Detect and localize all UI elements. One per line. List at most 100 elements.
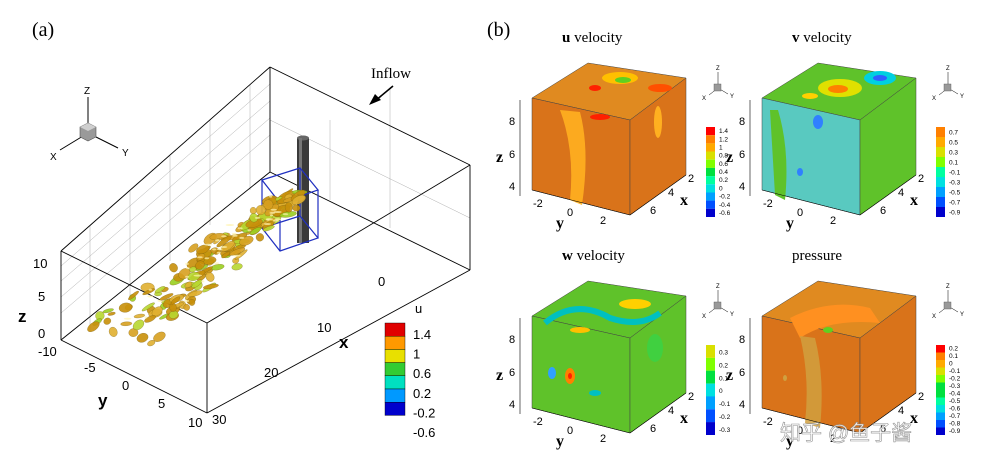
iso-highlight (148, 288, 152, 291)
y-tick: 0 (797, 425, 803, 437)
legend-swatch (936, 420, 945, 428)
x-tick: 0 (378, 274, 385, 289)
legend-swatch (936, 167, 945, 177)
iso-highlight (269, 214, 274, 217)
legend-swatch (936, 412, 945, 420)
z-tick: 0 (38, 326, 45, 341)
iso-surface-blob (118, 302, 133, 313)
legend-swatch (706, 208, 715, 217)
iso-surface-blob (159, 293, 174, 301)
z-axis-label: z (726, 367, 733, 384)
y-tick: 0 (567, 207, 573, 219)
legend-label: -0.4 (719, 202, 731, 209)
legend-swatch (706, 409, 715, 423)
legend-label: 0 (719, 185, 723, 192)
cube-title-text: velocity (573, 248, 626, 264)
x-tick: 4 (668, 405, 674, 417)
iso-surface-blob (142, 288, 156, 296)
legend-swatch (936, 367, 945, 375)
iso-surface-blob (255, 205, 266, 216)
cube-title: u velocity (562, 30, 623, 46)
y-axis-label: y (556, 433, 564, 450)
legend-label: 1.4 (719, 128, 728, 135)
iso-surface-blob (255, 233, 264, 242)
z-tick: 8 (509, 334, 515, 346)
legend-a-swatch (384, 362, 406, 377)
z-axis-a: 10 5 0 z (18, 256, 47, 341)
legend-swatch (936, 427, 945, 435)
iso-surface-blob (169, 263, 178, 273)
iso-surface-blob (216, 235, 232, 248)
mini-triad-x: X (932, 96, 936, 102)
iso-surface-blob (170, 296, 181, 305)
contour-features (770, 71, 896, 200)
legend-swatch (706, 159, 715, 168)
iso-surface-blob (249, 207, 257, 215)
legend-label: -0.4 (949, 391, 961, 398)
x-axis-label: x (910, 192, 918, 209)
legend-a-title: u (415, 301, 422, 316)
cube-legend: 0.7 0.5 0.3 0.1 -0.1 -0.3 -0.5 -0.7 -0.9 (936, 127, 961, 217)
iso-surface-blob (87, 321, 100, 332)
legend-a-swatch (384, 388, 406, 403)
mini-triad-y: Y (730, 94, 734, 100)
mini-triad-z: Z (946, 284, 950, 290)
legend-a-swatch (384, 322, 406, 337)
z-tick: 4 (509, 399, 515, 411)
iso-highlight (225, 224, 235, 226)
triad-y-label: Y (122, 148, 129, 159)
mini-axis-triad: Z X Y (932, 284, 964, 320)
legend-label: -0.7 (949, 200, 961, 207)
iso-highlight (266, 218, 270, 221)
iso-highlight (144, 316, 148, 319)
iso-surface-blob (132, 319, 145, 331)
iso-highlight (186, 267, 190, 270)
x-tick: 30 (212, 412, 226, 427)
legend-label: 0.1 (719, 375, 728, 382)
legend-swatch (706, 192, 715, 201)
y-tick: 0 (122, 378, 129, 393)
y-tick: -2 (763, 198, 773, 210)
iso-highlight (232, 232, 237, 235)
iso-highlight (212, 248, 217, 251)
y-axis-label: y (556, 215, 564, 232)
y-tick: 2 (830, 215, 836, 227)
iso-highlight (184, 300, 190, 302)
contour-features (543, 299, 663, 396)
legend-label: 0.3 (719, 350, 728, 357)
x-tick: 2 (918, 391, 924, 403)
iso-surface-blob (107, 311, 116, 316)
legend-swatch (706, 167, 715, 177)
z-tick: 4 (739, 181, 745, 193)
mini-triad-x: X (932, 314, 936, 320)
y-tick: 10 (188, 415, 202, 430)
iso-highlight (215, 239, 220, 242)
legend-swatch (936, 382, 945, 390)
y-tick: 5 (158, 396, 165, 411)
legend-a-swatch (384, 349, 406, 363)
iso-surface-blob (103, 317, 112, 325)
y-tick: -10 (38, 344, 57, 359)
iso-surface-blob (108, 326, 118, 337)
iso-surface-blob (188, 243, 199, 253)
legend-label: -0.1 (949, 170, 961, 177)
y-tick: 0 (567, 425, 573, 437)
legend-a-label: -0.6 (413, 425, 435, 440)
z-axis-label: z (18, 307, 27, 326)
iso-surface-blob (249, 213, 259, 223)
iso-surface-blob (221, 240, 235, 252)
legend-label: 0.8 (719, 153, 728, 160)
cube-legend: 0.3 0.2 0.1 0 -0.1 -0.2 -0.3 (706, 345, 731, 435)
legend-swatch (936, 157, 945, 167)
x-tick: 4 (898, 187, 904, 199)
legend-label: 0.2 (719, 363, 728, 370)
legend-swatch (936, 360, 945, 368)
iso-surface-blob (249, 226, 262, 235)
mini-triad-z: Z (716, 284, 720, 290)
legend-label: 0 (949, 361, 953, 368)
z-tick: 4 (739, 399, 745, 411)
iso-highlight (269, 195, 273, 198)
panel-a-label: (a) (32, 19, 54, 41)
triad-x-label: X (50, 152, 57, 163)
